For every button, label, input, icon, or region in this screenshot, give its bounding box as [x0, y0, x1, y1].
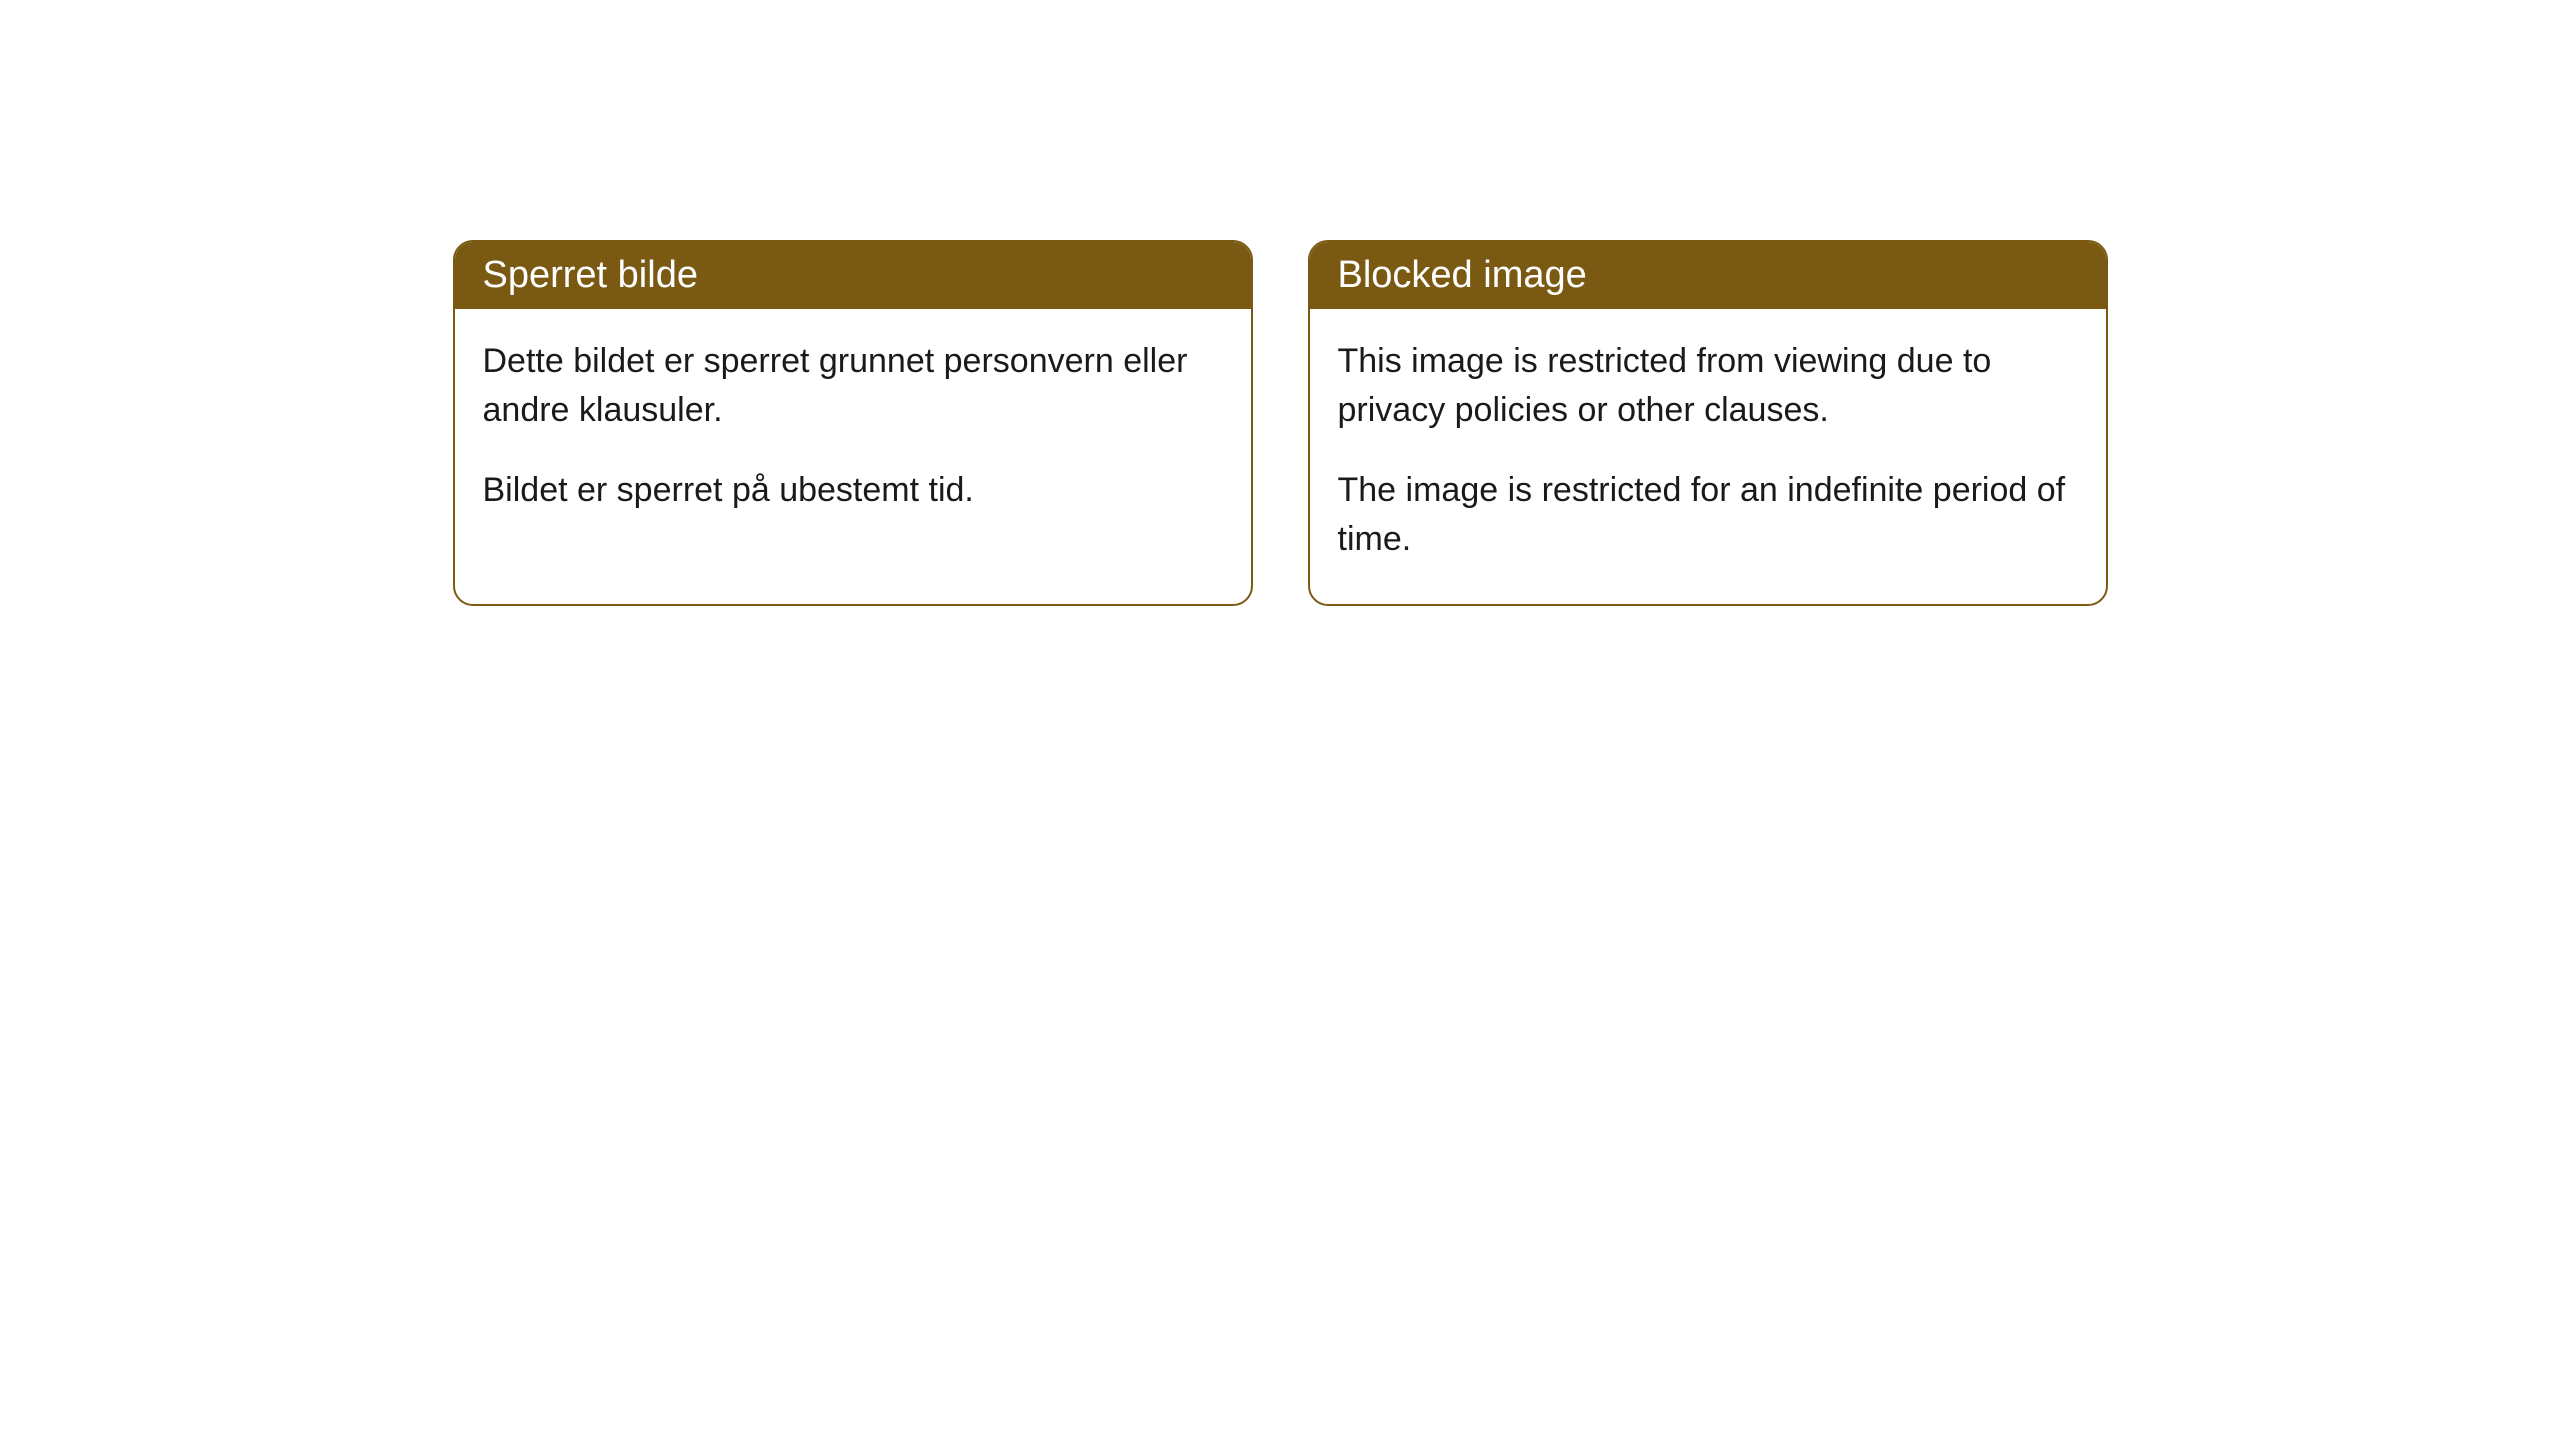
- card-para2-norwegian: Bildet er sperret på ubestemt tid.: [483, 466, 1223, 515]
- card-body-norwegian: Dette bildet er sperret grunnet personve…: [455, 309, 1251, 555]
- card-title-english: Blocked image: [1338, 254, 1587, 296]
- card-body-english: This image is restricted from viewing du…: [1310, 309, 2106, 604]
- notice-container: Sperret bilde Dette bildet er sperret gr…: [0, 240, 2560, 606]
- card-para2-english: The image is restricted for an indefinit…: [1338, 466, 2078, 565]
- card-title-norwegian: Sperret bilde: [483, 254, 698, 296]
- card-header-english: Blocked image: [1310, 242, 2106, 309]
- blocked-image-card-english: Blocked image This image is restricted f…: [1308, 240, 2108, 606]
- card-para1-norwegian: Dette bildet er sperret grunnet personve…: [483, 337, 1223, 436]
- blocked-image-card-norwegian: Sperret bilde Dette bildet er sperret gr…: [453, 240, 1253, 606]
- card-para1-english: This image is restricted from viewing du…: [1338, 337, 2078, 436]
- card-header-norwegian: Sperret bilde: [455, 242, 1251, 309]
